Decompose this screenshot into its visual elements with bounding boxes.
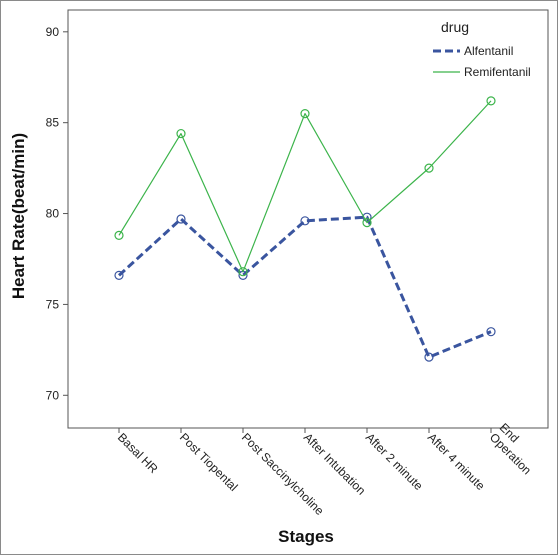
data-point	[176, 128, 186, 139]
y-tick-label: 90	[46, 25, 60, 39]
x-tick-label: EndOperation	[487, 420, 544, 477]
y-tick-label: 70	[46, 388, 60, 402]
legend: drug Alfentanil Remifentanil	[433, 19, 531, 79]
data-point	[424, 163, 434, 173]
x-tick-label: Post Tiopental	[177, 430, 241, 494]
series-alfentanil	[114, 212, 496, 362]
data-point	[486, 327, 496, 337]
y-tick-label: 85	[46, 116, 60, 130]
data-point	[300, 216, 310, 226]
data-point	[114, 230, 124, 240]
legend-label: Remifentanil	[464, 65, 531, 79]
y-axis-title: Heart Rate(beat/min)	[9, 133, 28, 299]
data-point	[362, 212, 372, 222]
data-point	[424, 352, 434, 362]
series-line	[118, 100, 492, 273]
data-point	[176, 214, 186, 224]
x-tick-label: After 2 minute	[363, 430, 426, 493]
x-tick-label: After Intubation	[301, 430, 368, 497]
legend-title: drug	[441, 19, 469, 35]
x-axis-title: Stages	[278, 527, 334, 546]
x-tick-label: Basal HR	[115, 430, 161, 476]
data-point	[238, 267, 248, 277]
series-line	[117, 215, 492, 359]
series-layer	[114, 96, 496, 362]
data-point	[114, 270, 124, 280]
data-point	[300, 108, 310, 119]
y-tick-label: 80	[46, 207, 60, 221]
legend-label: Alfentanil	[464, 44, 513, 58]
data-point	[486, 96, 496, 106]
x-tick-label: After 4 minute	[425, 430, 488, 493]
data-point	[362, 218, 372, 228]
y-tick-label: 75	[46, 297, 60, 311]
series-remifentanil	[114, 96, 496, 277]
plot-frame	[67, 9, 549, 429]
